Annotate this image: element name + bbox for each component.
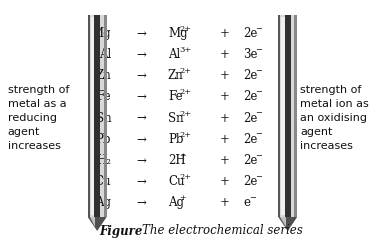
Text: +: +	[219, 112, 229, 125]
Text: −: −	[255, 152, 262, 160]
Bar	[88, 15, 106, 217]
Text: →: →	[136, 154, 146, 167]
Text: Zn: Zn	[168, 69, 184, 82]
Text: Al: Al	[168, 48, 180, 61]
Bar	[278, 15, 280, 217]
Polygon shape	[280, 217, 286, 227]
Text: →: →	[136, 175, 146, 188]
Text: agent: agent	[8, 127, 40, 137]
Text: Mg: Mg	[92, 27, 111, 40]
Bar	[285, 15, 291, 217]
Text: Pb: Pb	[96, 133, 111, 146]
Text: reducing: reducing	[8, 113, 56, 123]
Bar	[91, 17, 94, 215]
Text: 3+: 3+	[179, 46, 191, 54]
Text: Ag: Ag	[168, 196, 184, 209]
Text: −: −	[255, 46, 262, 54]
Text: 2+: 2+	[179, 67, 191, 75]
Text: +: +	[179, 152, 186, 160]
Text: 2e: 2e	[243, 112, 258, 125]
Text: +: +	[219, 133, 229, 146]
Text: −: −	[255, 173, 262, 181]
Text: +: +	[219, 69, 229, 82]
Bar	[281, 17, 285, 215]
Text: 2e: 2e	[243, 90, 258, 103]
Text: increases: increases	[8, 141, 60, 151]
Text: +: +	[219, 48, 229, 61]
Text: +: +	[219, 27, 229, 40]
Text: −: −	[255, 88, 262, 96]
Text: 2e: 2e	[243, 154, 258, 167]
Text: +: +	[219, 90, 229, 103]
Text: −: −	[249, 194, 256, 202]
Polygon shape	[278, 217, 297, 231]
Text: →: →	[136, 90, 146, 103]
Text: →: →	[136, 27, 146, 40]
Text: +: +	[219, 175, 229, 188]
Text: increases: increases	[300, 141, 353, 151]
Text: +: +	[219, 196, 229, 209]
Text: −: −	[255, 109, 262, 118]
Text: Pb: Pb	[168, 133, 183, 146]
Text: Zn: Zn	[96, 69, 111, 82]
Text: +: +	[219, 154, 229, 167]
Text: Fe: Fe	[168, 90, 183, 103]
Text: strength of: strength of	[8, 85, 69, 95]
Text: −: −	[255, 25, 262, 33]
Text: →: →	[136, 69, 146, 82]
Bar	[104, 15, 106, 217]
Text: Ag: Ag	[95, 196, 111, 209]
Bar	[88, 15, 89, 217]
Text: Cu: Cu	[168, 175, 185, 188]
Text: →: →	[136, 112, 146, 125]
Polygon shape	[88, 217, 106, 231]
Text: −: −	[255, 67, 262, 75]
Text: 2e: 2e	[243, 175, 258, 188]
Text: 2+: 2+	[179, 109, 191, 118]
Text: agent: agent	[300, 127, 332, 137]
Text: →: →	[136, 48, 146, 61]
Text: Fe: Fe	[97, 90, 111, 103]
Text: Mg: Mg	[168, 27, 188, 40]
Text: 2e: 2e	[243, 27, 258, 40]
Text: an oxidising: an oxidising	[300, 113, 367, 123]
Bar	[94, 15, 100, 217]
Text: 2e: 2e	[243, 69, 258, 82]
Text: metal ion as: metal ion as	[300, 99, 369, 109]
Bar	[294, 15, 297, 217]
Text: +: +	[179, 194, 186, 202]
Bar	[278, 15, 297, 217]
Polygon shape	[89, 217, 95, 227]
Text: Cu: Cu	[95, 175, 111, 188]
Text: 2+: 2+	[179, 88, 191, 96]
Text: −: −	[255, 131, 262, 139]
Text: →: →	[136, 196, 146, 209]
Text: strength of: strength of	[300, 85, 361, 95]
Text: Sn: Sn	[168, 112, 183, 125]
Text: 2+: 2+	[179, 25, 191, 33]
Text: The electrochemical series: The electrochemical series	[141, 225, 302, 237]
Text: →: →	[136, 133, 146, 146]
Text: 2+: 2+	[179, 131, 191, 139]
Text: Figure: Figure	[99, 225, 143, 237]
Text: 3e: 3e	[243, 48, 258, 61]
Text: e: e	[243, 196, 251, 209]
Text: 2+: 2+	[179, 173, 191, 181]
Text: 2H: 2H	[168, 154, 186, 167]
Text: Al: Al	[99, 48, 111, 61]
Text: H₂: H₂	[96, 154, 111, 167]
Text: metal as a: metal as a	[8, 99, 66, 109]
Text: Sn: Sn	[96, 112, 111, 125]
Text: 2e: 2e	[243, 133, 258, 146]
